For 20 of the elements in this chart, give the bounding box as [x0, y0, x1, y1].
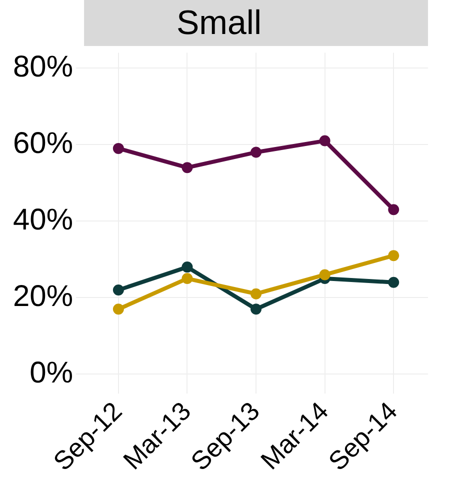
point	[182, 162, 193, 174]
point	[112, 142, 124, 154]
point	[388, 250, 400, 262]
y-tick-label: 60%	[12, 126, 74, 160]
point	[250, 304, 262, 315]
point	[388, 276, 400, 288]
point	[182, 273, 193, 284]
point	[250, 288, 262, 300]
chart-title: Small	[176, 4, 262, 42]
point	[319, 269, 330, 280]
y-tick-label: 20%	[12, 280, 74, 313]
point	[388, 204, 400, 216]
y-tick-label: 0%	[30, 356, 74, 390]
point	[112, 284, 124, 296]
point	[112, 304, 124, 315]
point	[319, 135, 330, 146]
y-tick-label: 80%	[12, 50, 74, 84]
y-tick-label: 40%	[12, 203, 74, 236]
point	[182, 262, 193, 273]
point	[250, 146, 262, 158]
